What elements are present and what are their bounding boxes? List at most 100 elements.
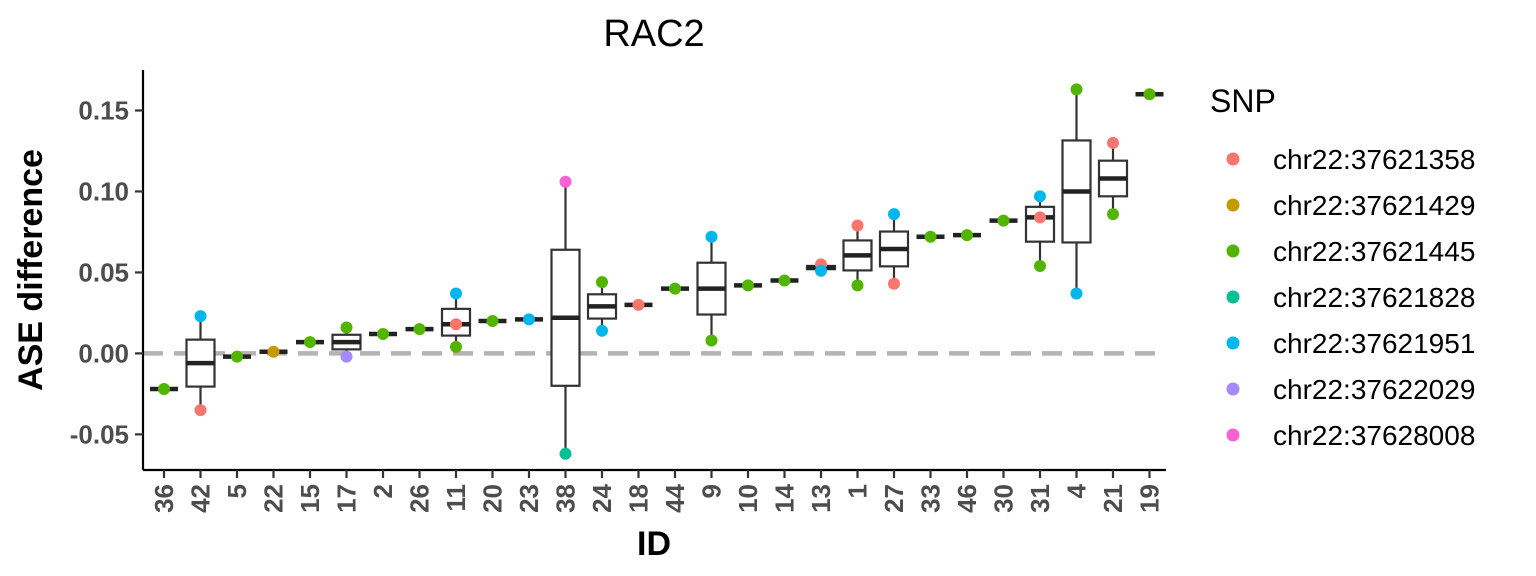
legend-item: chr22:37628008 — [1226, 420, 1475, 451]
data-point — [924, 230, 937, 243]
legend-label: chr22:37621358 — [1273, 144, 1475, 175]
box-group-33 — [916, 230, 945, 243]
x-tick-label: 1 — [843, 484, 873, 498]
data-point — [997, 214, 1010, 227]
data-point — [596, 276, 608, 289]
x-tick-label: 27 — [879, 484, 909, 513]
data-point — [1034, 259, 1046, 272]
legend-item: chr22:37621445 — [1226, 236, 1475, 267]
x-tick-label: 19 — [1135, 484, 1165, 513]
box-group-13 — [805, 258, 837, 277]
x-tick-label: 4 — [1062, 483, 1092, 498]
x-tick-label: 5 — [222, 484, 252, 498]
box-group-24 — [586, 276, 618, 337]
x-tick-label: 20 — [478, 484, 508, 513]
x-tick-label: 23 — [514, 484, 544, 513]
x-tick-label: 44 — [660, 483, 690, 512]
data-point — [340, 321, 353, 334]
x-tick-label: 30 — [989, 484, 1019, 513]
box-group-36 — [150, 383, 178, 396]
data-point — [1070, 287, 1083, 300]
plot-area — [143, 83, 1166, 460]
box-group-22 — [259, 345, 288, 358]
box-group-10 — [734, 279, 762, 292]
data-point — [1107, 208, 1119, 221]
x-tick-label: 24 — [587, 483, 617, 512]
x-tick-label: 17 — [332, 484, 362, 513]
data-point — [888, 277, 900, 290]
y-tick-label: 0.10 — [78, 176, 129, 206]
data-point — [231, 350, 243, 363]
data-point — [559, 447, 572, 460]
legend-swatch — [1226, 244, 1240, 258]
x-tick-label: 33 — [916, 484, 946, 513]
legend-swatch — [1226, 382, 1240, 396]
data-point — [194, 310, 207, 323]
data-point — [194, 404, 207, 417]
box-group-44 — [661, 282, 689, 295]
x-tick-label: 18 — [624, 484, 654, 513]
data-point — [815, 264, 827, 277]
legend-item: chr22:37621358 — [1226, 144, 1475, 175]
data-point — [705, 334, 718, 347]
legend-label: chr22:37621828 — [1273, 282, 1475, 313]
y-tick-label: 0.05 — [78, 257, 129, 287]
legend-item: chr22:37621828 — [1226, 282, 1475, 313]
data-point — [450, 340, 462, 353]
legend-label: chr22:37622029 — [1273, 374, 1475, 405]
box-group-15 — [296, 336, 324, 349]
box-group-17 — [331, 321, 362, 363]
box-group-30 — [989, 214, 1018, 227]
legend-item: chr22:37622029 — [1226, 374, 1475, 405]
data-point — [267, 345, 280, 358]
x-tick-label: 26 — [405, 484, 435, 513]
data-point — [486, 315, 499, 328]
box-group-5 — [223, 350, 251, 363]
legend-swatch — [1226, 290, 1240, 304]
x-tick-label: 38 — [551, 484, 581, 513]
data-point — [851, 279, 864, 292]
legend-label: chr22:37628008 — [1273, 420, 1475, 451]
data-point — [669, 282, 681, 295]
legend-item: chr22:37621951 — [1226, 328, 1475, 359]
data-point — [888, 208, 900, 221]
data-point — [1143, 88, 1156, 101]
box-group-1 — [842, 219, 873, 292]
data-point — [1034, 211, 1046, 224]
x-tick-label: 15 — [295, 484, 325, 513]
box-group-20 — [478, 315, 507, 328]
legend: SNP chr22:37621358 chr22:37621429 chr22:37… — [1210, 83, 1475, 451]
box-group-19 — [1135, 88, 1164, 101]
box-group-11 — [440, 287, 472, 353]
x-tick-label: 11 — [441, 484, 471, 512]
y-tick-label: 0.15 — [78, 95, 129, 125]
data-point — [377, 327, 389, 340]
data-point — [523, 313, 535, 326]
data-point — [705, 230, 718, 243]
legend-swatch — [1226, 198, 1240, 212]
box-group-31 — [1024, 190, 1056, 272]
box-group-21 — [1097, 136, 1129, 221]
legend-label: chr22:37621429 — [1273, 190, 1475, 221]
legend-swatch — [1226, 152, 1240, 166]
legend-item: chr22:37621429 — [1226, 190, 1475, 221]
data-point — [742, 279, 754, 292]
legend-title: SNP — [1210, 83, 1276, 119]
x-tick-label: 42 — [186, 484, 216, 513]
box-group-4 — [1061, 83, 1092, 300]
box-group-18 — [624, 298, 653, 311]
x-tick-label: 2 — [368, 484, 398, 498]
legend-swatch — [1226, 428, 1240, 442]
data-point — [450, 318, 462, 331]
data-point — [559, 175, 572, 188]
data-point — [596, 324, 608, 337]
x-tick-label: 22 — [259, 484, 289, 513]
data-point — [961, 229, 973, 242]
data-point — [851, 219, 864, 232]
y-tick-label: 0.00 — [78, 338, 129, 368]
legend-swatch — [1226, 336, 1240, 350]
x-tick-label: 14 — [770, 483, 800, 512]
y-axis-title: ASE difference — [12, 149, 50, 391]
